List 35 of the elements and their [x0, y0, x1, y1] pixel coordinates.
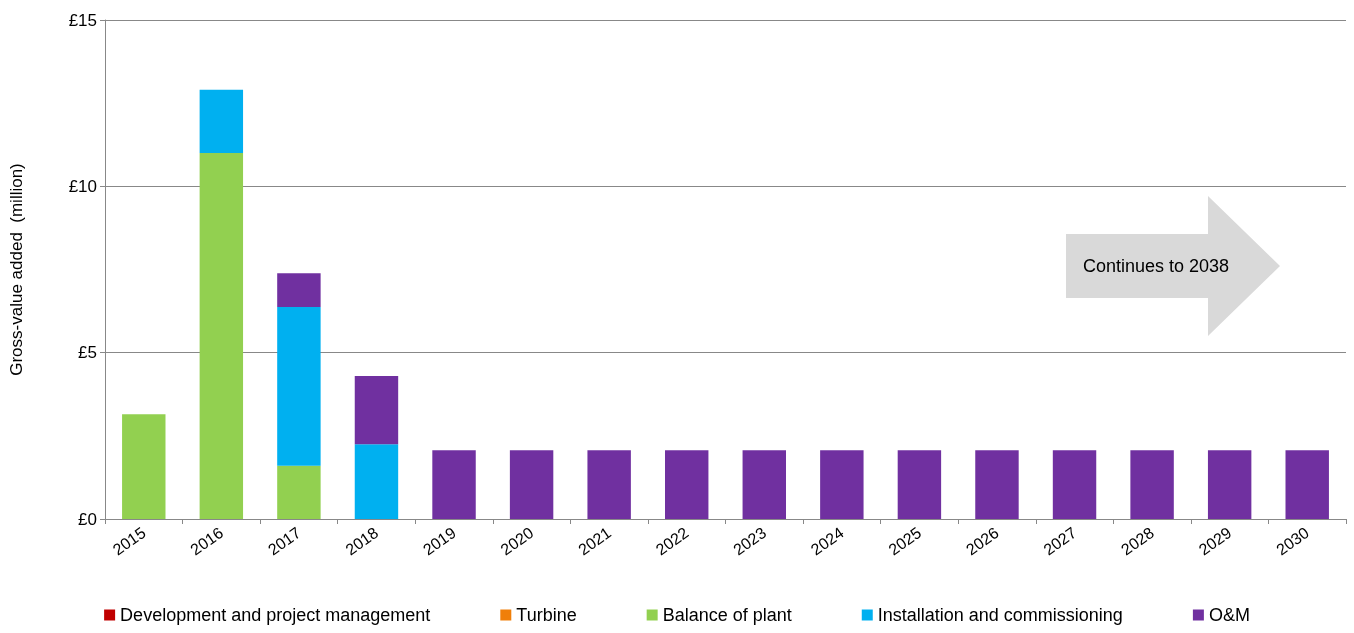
y-tick-label: £0 [78, 509, 97, 529]
bar [199, 153, 244, 519]
legend-label: Balance of plant [662, 605, 792, 625]
bar [897, 450, 942, 519]
bar [277, 307, 321, 466]
bar [277, 465, 321, 519]
bar [1052, 450, 1097, 519]
bar [122, 414, 166, 519]
legend-label: Development and project management [120, 605, 431, 625]
bar [354, 375, 399, 445]
x-tick-label: 2023 [730, 523, 770, 559]
y-tick-label: £5 [78, 343, 97, 363]
y-tick-label: £15 [68, 10, 97, 30]
bar [742, 450, 786, 519]
bar [665, 450, 709, 519]
x-tick-label: 2021 [575, 523, 615, 559]
bar [1130, 450, 1174, 519]
y-tick-label: £10 [68, 176, 97, 196]
bar [1207, 450, 1252, 519]
bar [975, 450, 1019, 519]
legend-label: O&M [1208, 605, 1250, 625]
bar [432, 450, 476, 519]
bar [509, 450, 554, 519]
bar [199, 89, 244, 154]
annotation: Continues to 2038 [1081, 254, 1231, 278]
bar [587, 450, 631, 519]
bar [277, 273, 321, 308]
bar [1285, 450, 1329, 519]
legend-label: Turbine [516, 605, 577, 625]
bar [820, 450, 864, 519]
y-axis-title: Gross-value added (million) [7, 163, 26, 376]
bar [354, 444, 399, 519]
legend-label: Installation and commissioning [877, 605, 1123, 625]
x-tick-label: 2016 [187, 523, 227, 559]
x-tick-label: 2030 [1273, 523, 1313, 559]
